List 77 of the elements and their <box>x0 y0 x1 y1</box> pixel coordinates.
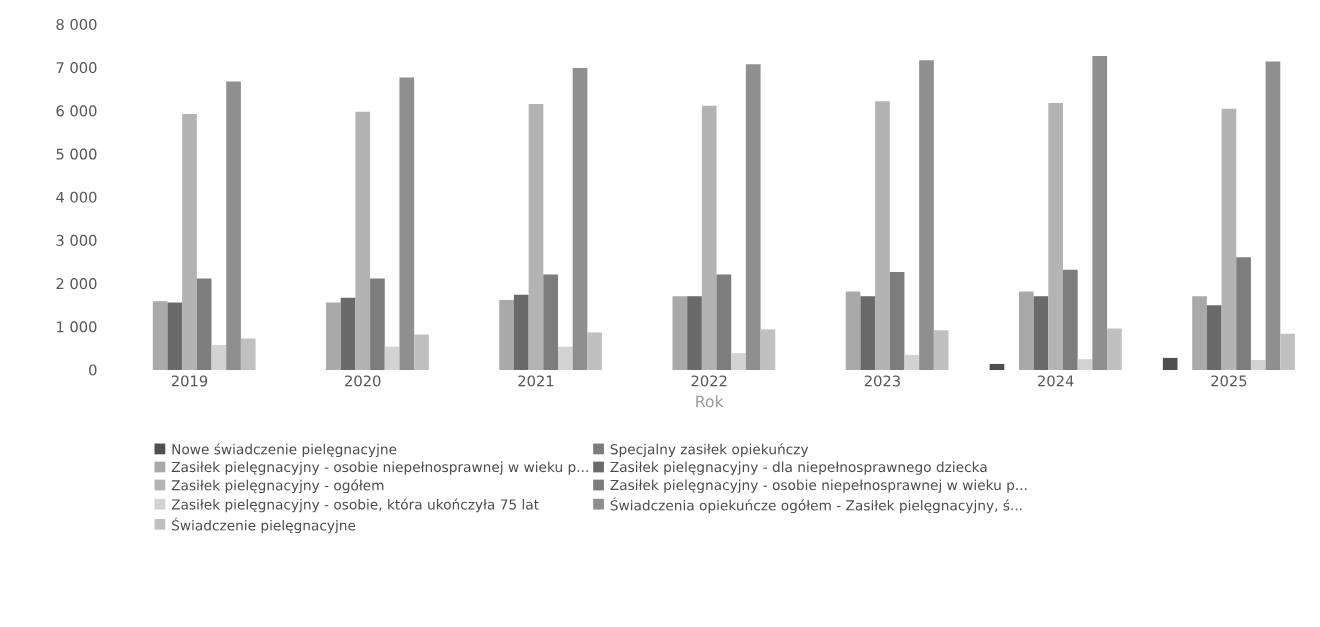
bar <box>672 295 688 370</box>
bar <box>1280 333 1295 370</box>
bar <box>355 111 371 370</box>
bar <box>716 274 732 370</box>
bar <box>1077 358 1093 370</box>
bar <box>731 352 746 370</box>
legend-label: Świadczenie pielęgnacyjne <box>172 517 356 534</box>
legend-label: Zasiłek pielęgnacyjny - dla niepełnosprawnego dziecka <box>610 461 987 475</box>
bar <box>1018 291 1034 370</box>
legend-label: Zasiłek pielęgnacyjny - osobie niepełnosprawnej w wieku p... <box>171 461 588 475</box>
bar <box>370 278 385 370</box>
y-tick-label: 0 <box>89 364 97 376</box>
legend-label: Zasiłek pielęgnacyjny - ogółem <box>171 479 384 493</box>
bar <box>587 332 603 370</box>
bar <box>889 271 905 370</box>
bar <box>1221 108 1237 370</box>
legend-label: Specjalny zasiłek opiekuńczy <box>610 442 809 457</box>
bar <box>167 302 183 370</box>
bar <box>414 334 429 370</box>
bar <box>1092 55 1108 370</box>
x-tick-label: 2021 <box>518 375 554 387</box>
bar <box>211 344 227 370</box>
x-tick-label: 2020 <box>345 375 381 387</box>
x-tick-label: 2025 <box>1211 375 1247 387</box>
bar <box>543 274 558 370</box>
bar <box>904 354 920 370</box>
y-tick-label: 4 000 <box>56 191 97 203</box>
bar <box>152 301 168 370</box>
bar <box>1033 295 1049 370</box>
bar <box>182 113 197 370</box>
legend-label: Zasiłek pielęgnacyjny - osobie, która ukończyła 75 lat <box>171 498 539 513</box>
y-tick-label: 7 000 <box>56 61 97 74</box>
y-tick-label: 3 000 <box>56 234 97 246</box>
x-tick-label: 2019 <box>171 375 208 387</box>
bar <box>1250 359 1266 370</box>
bar <box>499 299 514 370</box>
y-tick-label: 5 000 <box>56 148 97 160</box>
y-tick-label: 8 000 <box>56 18 97 30</box>
bar <box>1236 257 1251 370</box>
y-tick-label: 6 000 <box>56 105 97 117</box>
bar <box>1192 295 1207 370</box>
bar <box>340 297 356 370</box>
bar <box>240 338 256 370</box>
x-axis-title: Rok <box>696 394 724 408</box>
bar <box>919 60 934 370</box>
bar <box>226 81 241 370</box>
bar <box>875 101 890 370</box>
x-tick-label: 2023 <box>864 375 900 387</box>
bar <box>989 363 1005 370</box>
bar <box>384 346 400 370</box>
bar <box>399 77 415 370</box>
bar <box>1206 305 1222 370</box>
bar <box>1162 357 1178 370</box>
bar <box>196 278 212 370</box>
bar <box>572 67 588 370</box>
bar <box>326 302 341 370</box>
legend-label: Nowe świadczenie pielęgnacyjne <box>172 442 397 457</box>
bar <box>1107 328 1122 370</box>
bar <box>528 103 544 370</box>
bar <box>760 329 776 370</box>
x-tick-label: 2024 <box>1038 375 1074 387</box>
bar <box>860 295 876 370</box>
legend-label: Zasiłek pielęgnacyjny - osobie niepełnosprawnej w wieku p... <box>610 479 1027 493</box>
bar <box>1048 102 1064 370</box>
bar <box>845 291 861 370</box>
legend-label: Świadczenia opiekuńcze ogółem - Zasiłek pielęgnacyjny, ś... <box>610 497 1022 513</box>
bar <box>933 330 949 370</box>
bar <box>557 346 573 370</box>
bar <box>687 295 702 370</box>
bar <box>513 294 529 370</box>
bar <box>701 105 717 370</box>
y-tick-label: 1 000 <box>57 321 97 333</box>
bar <box>745 64 761 370</box>
y-tick-label: 2 000 <box>56 277 97 289</box>
x-tick-label: 2022 <box>691 375 727 387</box>
bar <box>1063 269 1078 370</box>
bar <box>1265 61 1281 370</box>
